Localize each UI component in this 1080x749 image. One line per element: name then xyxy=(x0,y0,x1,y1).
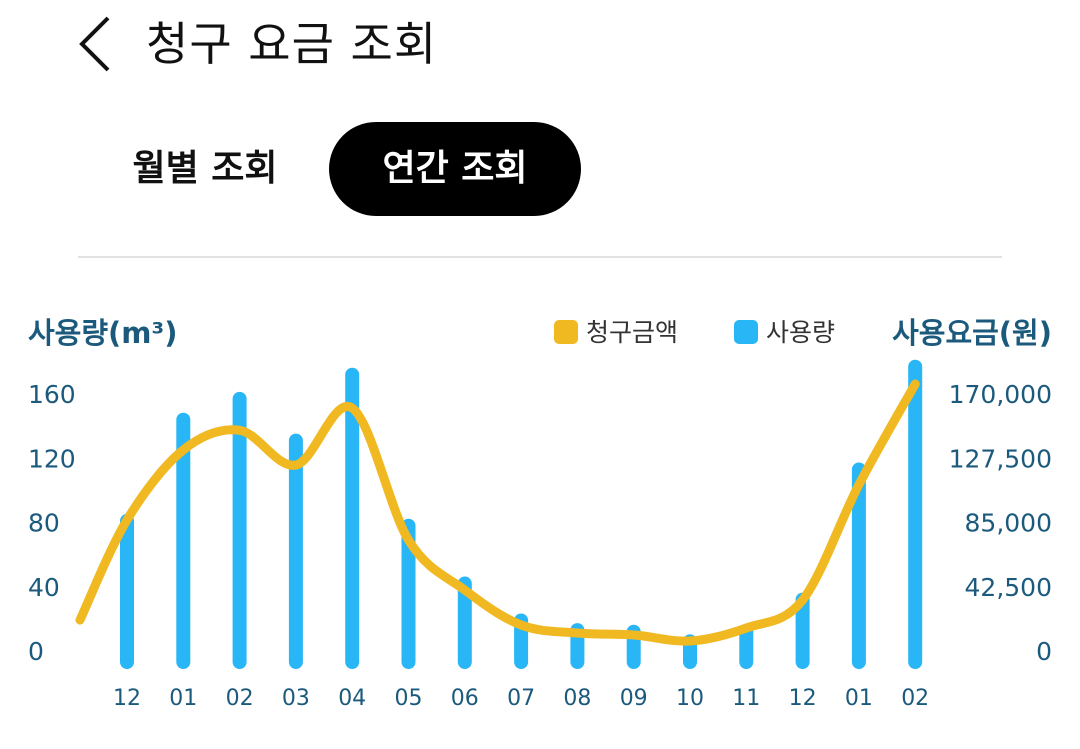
x-tick-label: 09 xyxy=(620,686,648,711)
legend-label-usage: 사용량 xyxy=(766,318,835,347)
right-tick-label: 127,500 xyxy=(949,444,1052,473)
right-tick-label: 0 xyxy=(1036,637,1052,666)
left-tick-label: 0 xyxy=(28,637,44,666)
x-tick-label: 06 xyxy=(451,686,479,711)
legend-swatch-usage xyxy=(734,320,758,344)
usage-bar xyxy=(345,367,360,669)
back-button[interactable] xyxy=(72,12,122,72)
usage-bar xyxy=(401,518,416,669)
x-tick-label: 03 xyxy=(282,686,310,711)
right-tick-label: 85,000 xyxy=(965,509,1052,538)
x-tick-label: 02 xyxy=(226,686,254,711)
usage-bar xyxy=(176,412,191,669)
left-tick-label: 80 xyxy=(28,509,60,538)
chevron-left-icon xyxy=(79,16,110,72)
usage-bar xyxy=(232,391,247,669)
x-tick-label: 05 xyxy=(395,686,423,711)
left-tick-label: 120 xyxy=(28,444,76,473)
x-tick-label: 02 xyxy=(901,686,929,711)
x-tick-label: 01 xyxy=(169,686,197,711)
x-tick-label: 07 xyxy=(507,686,535,711)
x-tick-label: 04 xyxy=(338,686,366,711)
legend-swatch-bill xyxy=(554,320,578,344)
left-axis-label: 사용량(m³) xyxy=(28,316,177,350)
right-axis-label: 사용요금(원) xyxy=(892,316,1052,350)
page-title: 청구 요금 조회 xyxy=(146,17,438,71)
x-tick-label: 12 xyxy=(789,686,817,711)
tab-yearly[interactable]: 연간 조회 xyxy=(329,122,581,216)
left-tick-label: 40 xyxy=(28,573,60,602)
right-tick-label: 42,500 xyxy=(965,573,1052,602)
bill-amount-line xyxy=(75,379,920,646)
x-tick-label: 08 xyxy=(563,686,591,711)
usage-bar xyxy=(851,462,866,669)
x-tick-label: 01 xyxy=(845,686,873,711)
x-tick-label: 11 xyxy=(732,686,760,711)
legend-label-bill: 청구금액 xyxy=(586,318,678,347)
x-tick-label: 10 xyxy=(676,686,704,711)
usage-bar xyxy=(457,576,472,669)
left-tick-label: 160 xyxy=(28,380,76,409)
x-tick-label: 12 xyxy=(113,686,141,711)
usage-bar xyxy=(795,592,810,669)
usage-bar xyxy=(739,624,754,669)
tab-monthly[interactable]: 월별 조회 xyxy=(132,148,278,189)
usage-bar xyxy=(120,513,134,669)
usage-bar xyxy=(908,359,923,669)
divider xyxy=(78,256,1002,258)
usage-bar xyxy=(288,433,303,669)
right-tick-label: 170,000 xyxy=(949,380,1052,409)
